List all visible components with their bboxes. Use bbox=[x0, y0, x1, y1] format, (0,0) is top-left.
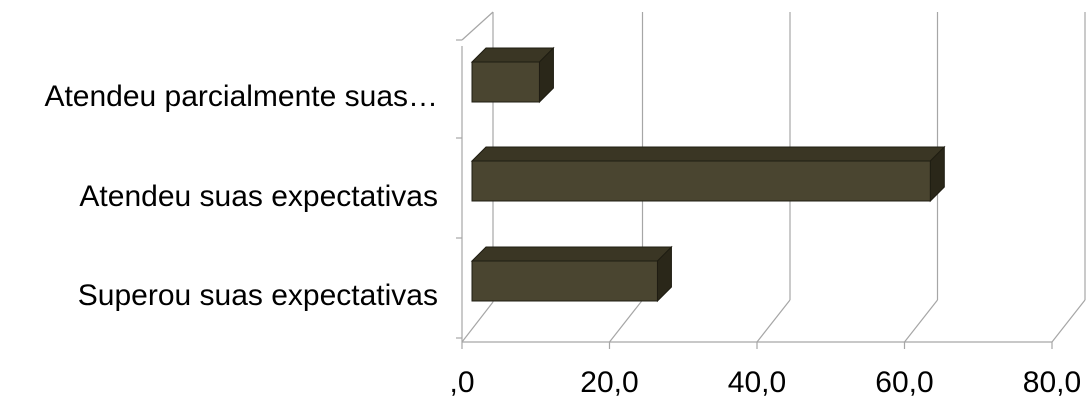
category-label: Atendeu parcialmente suas… bbox=[44, 80, 438, 113]
x-tick-label: 20,0 bbox=[580, 366, 638, 399]
x-tick-label: 60,0 bbox=[875, 366, 933, 399]
x-tick-label: 40,0 bbox=[728, 366, 786, 399]
x-tick-label: 80,0 bbox=[1023, 366, 1081, 399]
floor-gridline bbox=[904, 299, 938, 343]
floor-gridline bbox=[756, 299, 791, 343]
bar-front-face bbox=[471, 260, 658, 302]
bar-top-face bbox=[470, 146, 946, 162]
category-label: Atendeu suas expectativas bbox=[79, 180, 438, 213]
floor-gridline bbox=[1051, 299, 1086, 343]
floor-left-edge bbox=[461, 301, 494, 343]
category-label: Superou suas expectativas bbox=[78, 279, 438, 312]
bar-layer bbox=[470, 46, 946, 303]
wall-top-edge bbox=[461, 11, 494, 41]
label-layer: ,0 20,0 40,0 60,0 80,0 Superou suas expectati… bbox=[44, 80, 1081, 399]
bar bbox=[470, 46, 555, 104]
bar bbox=[470, 245, 673, 303]
bar-front-face bbox=[471, 160, 931, 202]
bar-top-face bbox=[470, 246, 673, 262]
floor-gridline bbox=[609, 299, 643, 343]
bar bbox=[470, 145, 946, 203]
bar-front-face bbox=[471, 61, 540, 103]
x-tick-label: ,0 bbox=[449, 366, 474, 399]
